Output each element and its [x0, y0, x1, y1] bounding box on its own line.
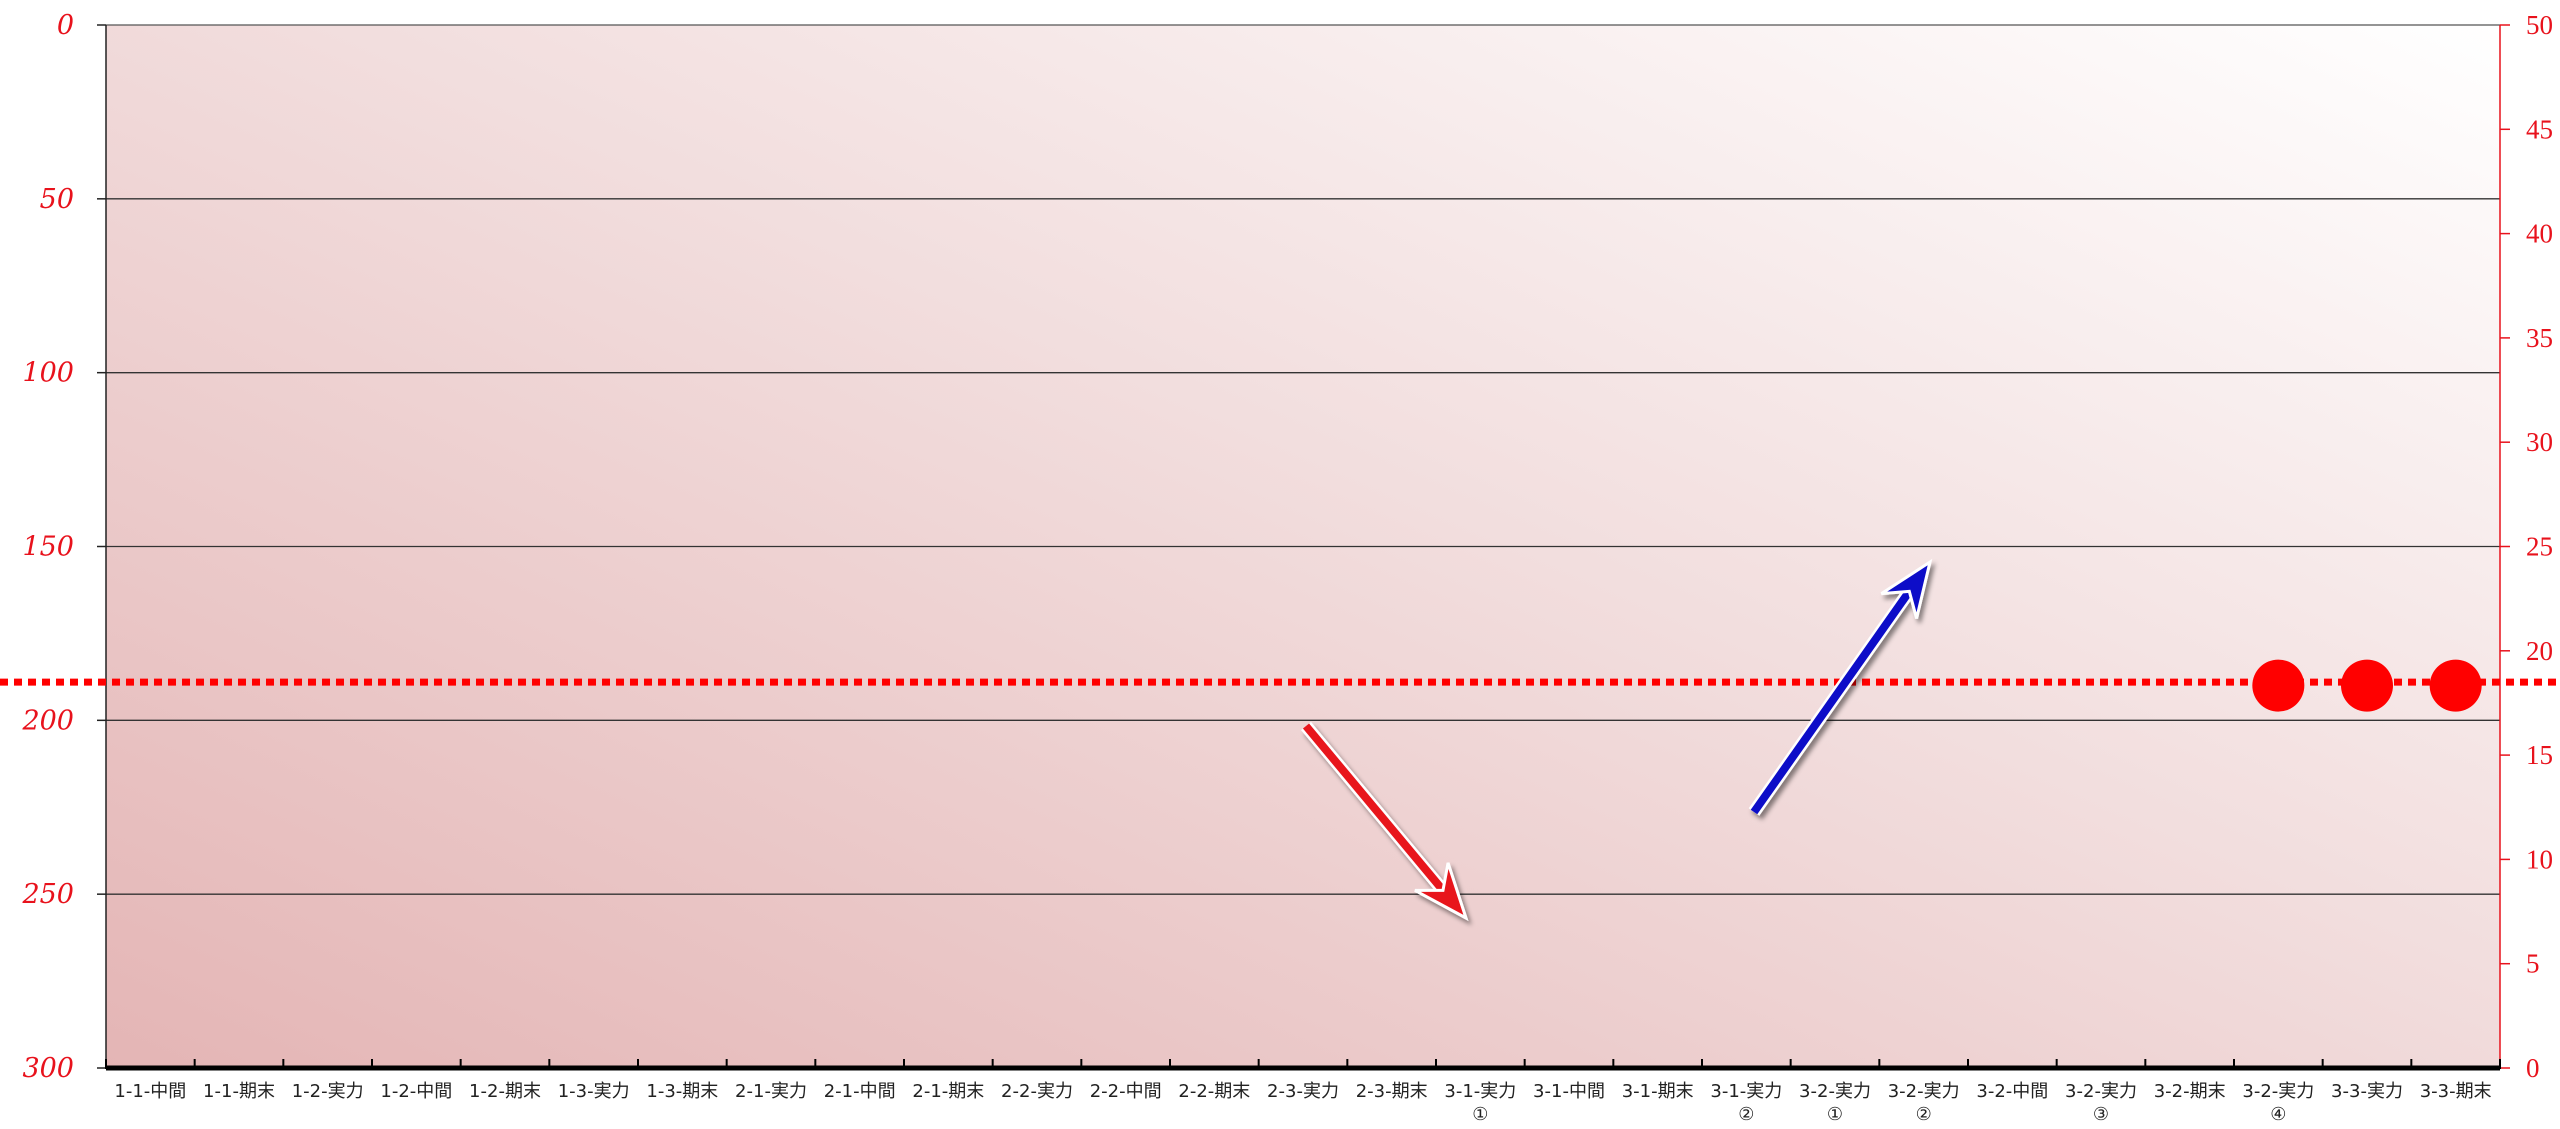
left-tick-label: 300: [22, 1053, 74, 1084]
left-tick-label: 200: [21, 705, 74, 736]
x-tick-label: 2-2-実力: [1001, 1081, 1073, 1102]
x-tick-label: ③: [2093, 1104, 2109, 1125]
x-tick-label: 2-3-期末: [1356, 1081, 1428, 1102]
blue-up-arrow: [1748, 558, 1933, 816]
right-tick-label: 30: [2526, 427, 2553, 457]
left-tick-label: 50: [40, 184, 74, 215]
right-tick-label: 40: [2526, 219, 2553, 249]
x-axis-ticks: 1-1-中間 1-1-期末 1-2-実力 1-2-中間 1-2-期末 1-3-実力 1-3-…: [105, 1059, 2501, 1125]
x-tick-label: 1-1-期末: [203, 1081, 275, 1102]
x-tick-label: 3-2-実力: [2065, 1081, 2137, 1102]
x-tick-label: 3-1-実力: [1444, 1081, 1516, 1102]
x-tick-label: 3-2-期末: [2154, 1081, 2226, 1102]
x-tick-label: 1-3-期末: [646, 1081, 718, 1102]
blue-up-arrow-shaft: [1750, 585, 1915, 815]
left-tick-label: 150: [22, 532, 74, 563]
series-dots: [2252, 659, 2482, 712]
x-tick-label: 3-1-実力: [1710, 1081, 1782, 1102]
x-tick-label: 2-2-中間: [1090, 1081, 1162, 1102]
x-tick-label: ①: [1827, 1104, 1843, 1125]
x-tick-label: 3-1-中間: [1533, 1081, 1605, 1102]
left-tick-label: 0: [57, 10, 74, 41]
x-tick-label: ①: [1472, 1104, 1488, 1125]
grid: [106, 198, 2500, 895]
x-tick-label: 3-2-実力: [2242, 1081, 2314, 1102]
data-point: [2252, 659, 2305, 712]
x-tick-label: 3-2-実力: [1888, 1081, 1960, 1102]
right-tick-label: 20: [2526, 636, 2553, 666]
trend-arrows: [1301, 558, 1933, 922]
x-tick-label: 3-1-期末: [1622, 1081, 1694, 1102]
x-tick-label: 2-1-中間: [824, 1081, 896, 1102]
right-tick-label: 25: [2526, 532, 2553, 562]
left-tick-label: 250: [21, 879, 74, 910]
x-tick-label: ②: [1916, 1104, 1932, 1125]
right-tick-label: 35: [2526, 323, 2553, 353]
x-tick-label: 2-2-期末: [1178, 1081, 1250, 1102]
data-point: [2341, 659, 2393, 712]
x-tick-label: ②: [1738, 1104, 1754, 1125]
x-tick-label: 3-2-実力: [1799, 1081, 1871, 1102]
right-tick-label: 45: [2526, 114, 2553, 144]
blue-up-arrow-head: [1880, 558, 1933, 619]
x-tick-label: 3-2-中間: [1976, 1081, 2048, 1102]
x-tick-label: 1-2-中間: [380, 1081, 452, 1102]
x-tick-label: 1-2-期末: [469, 1081, 541, 1102]
x-tick-label: 1-2-実力: [292, 1081, 364, 1102]
x-tick-label: ④: [2270, 1104, 2286, 1125]
x-tick-label: 2-1-実力: [735, 1081, 807, 1102]
x-tick-label: 1-1-中間: [114, 1081, 186, 1102]
right-tick-label: 15: [2526, 740, 2553, 770]
right-tick-label: 10: [2526, 844, 2553, 874]
x-tick-label: 3-3-期末: [2420, 1081, 2492, 1102]
x-tick-label: 3-3-実力: [2331, 1081, 2403, 1102]
red-down-arrow-shaft: [1302, 723, 1449, 897]
x-tick-label: 1-3-実力: [558, 1081, 630, 1102]
right-tick-label: 5: [2526, 949, 2540, 979]
right-tick-label: 50: [2526, 10, 2553, 40]
left-axis-ticks: 0 50 100 150 200 250 300: [21, 10, 106, 1084]
x-tick-label: 2-3-実力: [1267, 1081, 1339, 1102]
left-tick-label: 100: [22, 358, 74, 389]
x-tick-label: 2-1-期末: [912, 1081, 984, 1102]
right-tick-label: 0: [2526, 1053, 2540, 1083]
red-down-arrow-head: [1414, 862, 1469, 922]
data-point: [2429, 659, 2482, 712]
red-down-arrow: [1301, 721, 1469, 922]
